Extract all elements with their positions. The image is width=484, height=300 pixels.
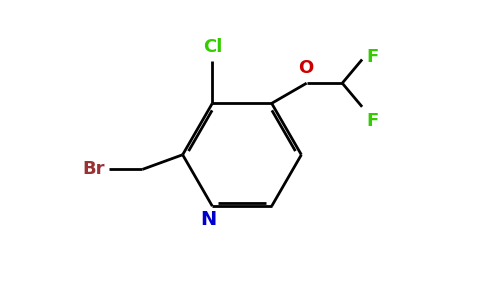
Text: N: N bbox=[200, 210, 217, 229]
Text: Br: Br bbox=[82, 160, 105, 178]
Text: F: F bbox=[366, 112, 378, 130]
Text: O: O bbox=[298, 59, 313, 77]
Text: Cl: Cl bbox=[203, 38, 222, 56]
Text: F: F bbox=[367, 48, 379, 66]
